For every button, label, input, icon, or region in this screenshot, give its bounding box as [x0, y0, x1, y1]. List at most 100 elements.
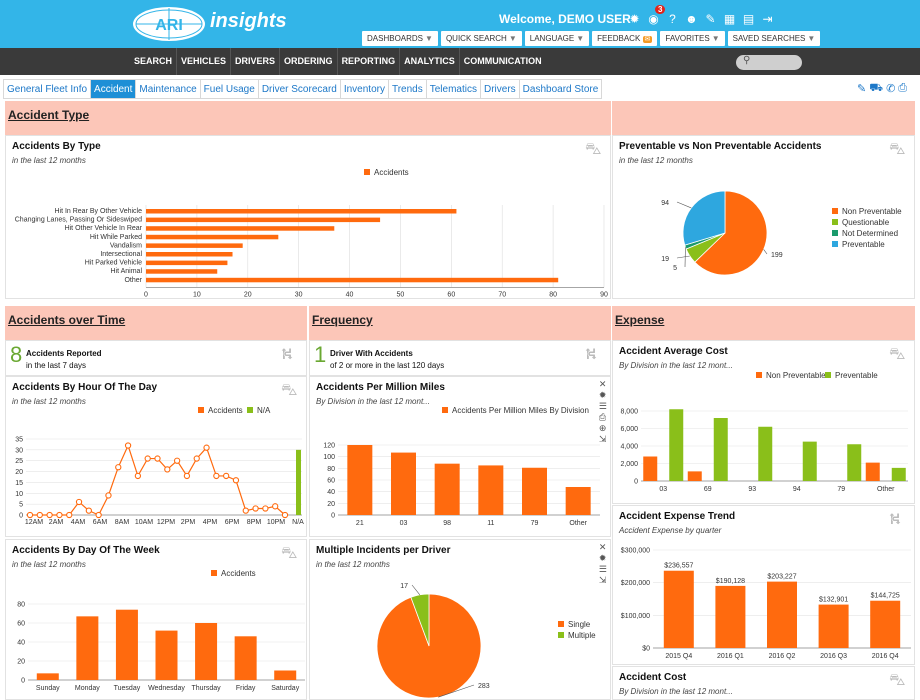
tick-label: 50	[397, 291, 405, 298]
chart-accidents-by-type: Accidents 0 10 20 30 40 50 60 70 80 90 Hit In Rear …	[15, 168, 608, 298]
data-point	[115, 464, 122, 471]
nav-ordering[interactable]: ORDERING	[280, 48, 338, 75]
category-label: Other	[124, 277, 142, 284]
panel-average-cost: Accident Average Cost By Division in the…	[612, 340, 915, 504]
tab-telematics[interactable]: Telematics	[426, 79, 481, 99]
tools-icon[interactable]: ✎	[705, 11, 716, 26]
saved-searches-menu[interactable]: SAVED SEARCHES ▼	[727, 31, 821, 46]
legend-swatch	[364, 169, 370, 175]
language-menu[interactable]: LANGUAGE ▼	[524, 31, 590, 46]
notifications-eye-icon[interactable]: ◉ 3	[646, 5, 666, 26]
search-input[interactable]: ⚲	[736, 55, 802, 70]
edit-icon[interactable]: ✎	[857, 83, 867, 95]
list-icon[interactable]: ☰	[598, 564, 607, 574]
tick-label: 80	[327, 466, 335, 473]
data-point	[203, 444, 210, 451]
pie-slice	[682, 190, 726, 246]
print-icon[interactable]: ⎙	[898, 82, 908, 94]
section-title[interactable]: Expense	[615, 313, 665, 327]
tab-dashboard-store[interactable]: Dashboard Store	[519, 79, 603, 99]
chart-by-hour: Accidents N/A 0 5 10 15 20 25 30 35 12AM 2AM 4AM 6AM 8…	[15, 406, 304, 526]
nav-vehicles[interactable]: VEHICLES	[177, 48, 232, 75]
settings-gear-icon[interactable]: ✹	[629, 11, 640, 26]
print-icon[interactable]: ▤	[742, 11, 755, 26]
feedback-menu-label: FEEDBACK	[597, 34, 641, 43]
section-accident-type: Accident Type	[5, 101, 611, 135]
tick-label: Sunday	[36, 685, 60, 692]
data-point	[154, 455, 161, 462]
tick-label: 60	[327, 478, 335, 485]
kpi-driver-with-accidents[interactable]: 1 Driver With Accidents of 2 or more in …	[309, 340, 611, 376]
kpi-accidents-reported[interactable]: 8 Accidents Reported in the last 7 days …	[5, 340, 307, 376]
panel-subtitle: in the last 12 months	[619, 156, 693, 165]
tab-maintenance[interactable]: Maintenance	[136, 79, 201, 99]
cart-icon[interactable]: ⛟	[869, 82, 884, 94]
section-title[interactable]: Frequency	[312, 313, 373, 327]
logo-icon[interactable]: ARI	[132, 6, 206, 42]
nav-communication[interactable]: COMMUNICATION	[463, 56, 542, 66]
tick-label: 0	[144, 291, 148, 298]
quick-search-menu[interactable]: QUICK SEARCH ▼	[440, 31, 522, 46]
bar	[155, 630, 178, 680]
help-icon[interactable]: ?	[669, 11, 676, 26]
nav-search[interactable]: SEARCH	[130, 48, 178, 75]
logout-icon[interactable]: ⇥	[762, 11, 773, 26]
user-icon[interactable]: ☻	[685, 11, 698, 26]
tick-label: 120	[323, 443, 335, 450]
close-icon[interactable]: ✕	[598, 379, 607, 389]
bar	[146, 209, 457, 214]
export-icon[interactable]: ⇲	[598, 434, 607, 444]
data-label: 94	[661, 200, 669, 207]
tab-driver-scorecard[interactable]: Driver Scorecard	[258, 79, 341, 99]
category-label: Vandalism	[110, 242, 142, 249]
tick-label: Monday	[75, 685, 100, 692]
feedback-menu[interactable]: FEEDBACK ✉	[592, 31, 658, 46]
panel-title: Accidents By Day Of The Week	[12, 545, 160, 556]
data-point	[252, 505, 259, 512]
tab-trends[interactable]: Trends	[388, 79, 427, 99]
data-point	[213, 472, 220, 480]
tab-inventory[interactable]: Inventory	[340, 79, 389, 99]
tab-general-fleet-info[interactable]: General Fleet Info	[3, 79, 92, 99]
list-icon[interactable]: ☰	[598, 401, 607, 411]
tick-label: 30	[295, 291, 303, 298]
data-point	[193, 455, 200, 462]
bar	[767, 581, 797, 648]
export-icon[interactable]: ⇲	[598, 575, 607, 585]
zoom-icon[interactable]: ⊕	[598, 423, 607, 433]
legend-swatch	[825, 372, 831, 378]
gear-icon[interactable]: ✹	[598, 390, 607, 400]
calendar-icon[interactable]: ▦	[723, 11, 736, 26]
panel-preventable: Preventable vs Non Preventable Accidents…	[612, 135, 915, 299]
tick-label: $100,000	[621, 613, 650, 620]
data-point	[262, 505, 269, 512]
tick-label: 20	[15, 469, 23, 476]
chart-expense-trend: $0 $100,000 $200,000 $300,000 2015 Q4 $236,55…	[621, 548, 911, 660]
section-title[interactable]: Accident Type	[8, 108, 90, 122]
tab-drivers[interactable]: Drivers	[481, 79, 520, 99]
gear-icon[interactable]: ✹	[598, 553, 607, 563]
tick-label: 21	[356, 520, 364, 527]
nav-analytics[interactable]: ANALYTICS	[400, 48, 460, 75]
tab-fuel-usage[interactable]: Fuel Usage	[200, 79, 259, 99]
tab-accident[interactable]: Accident	[91, 79, 137, 99]
dashboards-menu[interactable]: DASHBOARDS ▼	[362, 31, 438, 46]
data-label: $236,557	[664, 563, 693, 570]
data-point	[105, 492, 112, 499]
print-icon[interactable]: ⎙	[598, 412, 607, 422]
chat-icon[interactable]: ✆	[886, 83, 896, 95]
legend-swatch	[442, 407, 448, 413]
bar	[146, 260, 228, 266]
section-title[interactable]: Accidents over Time	[8, 313, 126, 327]
legend-label: Accidents	[221, 569, 256, 578]
favorites-menu[interactable]: FAVORITES ▼	[660, 31, 725, 46]
chart-by-day: 0 20 40 60 80 Sunday Monday Tuesday Wednesday Thu…	[17, 569, 305, 692]
bar	[687, 471, 702, 481]
nav-drivers[interactable]: DRIVERS	[231, 48, 281, 75]
tick-label: 98	[443, 520, 451, 527]
bar	[146, 217, 381, 223]
close-icon[interactable]: ✕	[598, 542, 607, 552]
nav-reporting[interactable]: REPORTING	[338, 48, 401, 75]
panel-multiple-incidents: Multiple Incidents per Driver in the las…	[309, 539, 611, 700]
data-point	[75, 498, 83, 506]
